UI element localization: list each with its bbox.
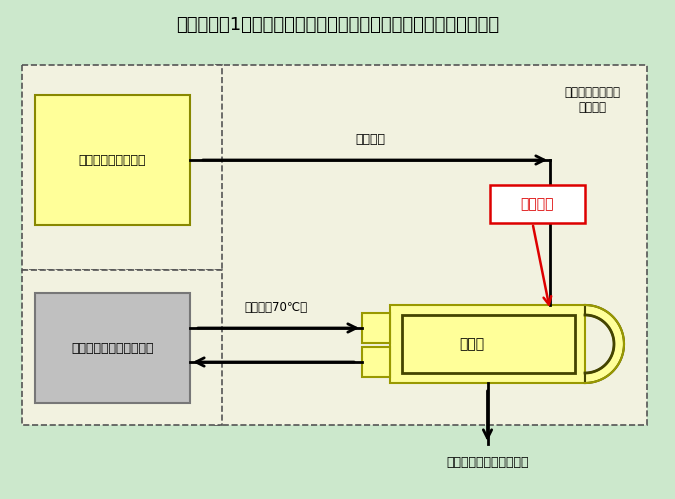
Text: 加熱器: 加熱器 [459,337,485,351]
Text: 非常用ディーゼル
　発電機: 非常用ディーゼル 発電機 [564,86,620,114]
Bar [490,185,585,223]
Bar [35,293,190,403]
Bar [22,65,222,270]
Bar [362,347,390,377]
Text: スチームコンバータ: スチームコンバータ [79,154,146,167]
Text: 補助蒸気ドレンタンクへ: 補助蒸気ドレンタンクへ [446,456,529,469]
Polygon shape [585,305,624,383]
Bar [390,305,585,383]
Text: 当該箇所: 当該箇所 [520,197,554,211]
Bar [35,95,190,225]
Text: ディーゼル発電機　機関: ディーゼル発電機 機関 [72,341,154,354]
Text: 伊方発電所1号機　非常用ディーゼル発電機用補助蒸気系統概略図: 伊方発電所1号機 非常用ディーゼル発電機用補助蒸気系統概略図 [176,16,499,34]
Bar [215,65,647,425]
Text: 温水（約70℃）: 温水（約70℃） [244,301,308,314]
Bar [402,315,575,373]
Bar [22,270,222,425]
Bar [362,313,390,343]
Text: 補助蒸気: 補助蒸気 [355,133,385,146]
